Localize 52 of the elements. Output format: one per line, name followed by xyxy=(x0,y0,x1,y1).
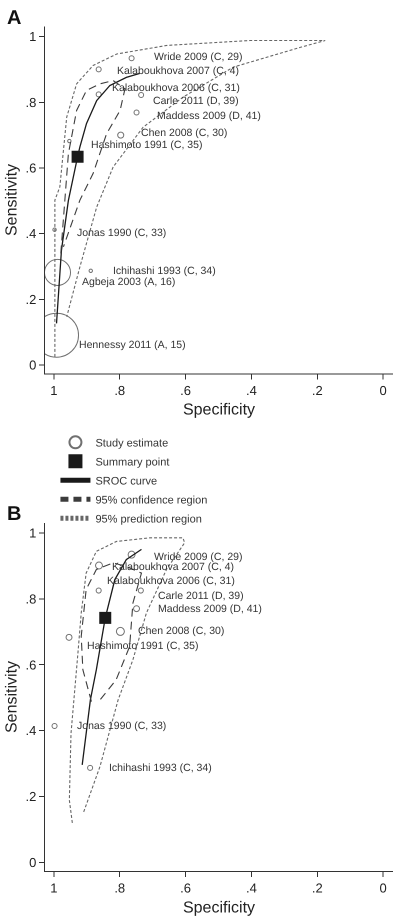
annotation: Agbeja 2003 (A, 16) xyxy=(82,276,176,288)
annotation: Wride 2009 (C, 29) xyxy=(154,51,243,63)
annotation: Maddess 2009 (D, 41) xyxy=(158,603,262,615)
x-tick-label: .6 xyxy=(180,880,191,896)
annotation: Ichihashi 1993 (C, 34) xyxy=(109,762,212,774)
y-tick-label: .4 xyxy=(26,723,36,738)
x-tick-label: 0 xyxy=(380,382,387,398)
x-tick-label: 1 xyxy=(50,880,58,896)
x-axis-title: Specificity xyxy=(182,402,256,419)
y-tick-label: .4 xyxy=(26,226,36,242)
x-tick-label: .2 xyxy=(312,880,323,896)
x-tick-label: .8 xyxy=(114,382,126,398)
x-tick-label: .4 xyxy=(246,382,257,398)
annotation: Chen 2008 (C, 30) xyxy=(141,127,228,139)
y-axis-title: Sensitivity xyxy=(3,164,20,236)
annotation: Maddess 2009 (D, 41) xyxy=(157,110,261,122)
legend-label: 95% confidence region xyxy=(95,494,208,507)
annotation: Jonas 1990 (C, 33) xyxy=(77,227,166,239)
annotation: Carle 2011 (D, 39) xyxy=(153,95,239,107)
x-tick-label: .2 xyxy=(312,382,323,398)
y-tick-label: .6 xyxy=(26,160,36,176)
x-tick-label: .8 xyxy=(114,880,126,896)
annotation: Chen 2008 (C, 30) xyxy=(138,625,224,637)
x-tick-label: .4 xyxy=(246,880,257,896)
line-series xyxy=(54,40,326,358)
y-tick-label: 1 xyxy=(29,29,36,44)
x-tick-label: 1 xyxy=(50,382,58,398)
legend-label: SROC curve xyxy=(95,476,158,488)
legend-label: 95% prediction region xyxy=(95,514,202,526)
y-tick-label: .2 xyxy=(26,789,36,804)
legend-label: Summary point xyxy=(95,456,170,469)
y-tick-label: 1 xyxy=(29,525,36,540)
annotation: Hennessy 2011 (A, 15) xyxy=(79,339,186,351)
chart-title: A xyxy=(7,7,22,29)
legend-label: Study estimate xyxy=(95,438,168,450)
annotation: Kalaboukhova 2007 (C, 4) xyxy=(117,65,239,77)
annotation: Ichihashi 1993 (C, 34) xyxy=(113,265,216,277)
annotation: Carle 2011 (D, 39) xyxy=(158,590,244,602)
annotation: Kalaboukhova 2006 (C, 31) xyxy=(112,82,240,94)
chart-title: B xyxy=(7,503,22,525)
y-tick-label: .8 xyxy=(26,591,36,606)
annotation: Wride 2009 (C, 29) xyxy=(154,551,243,563)
annotation: Hashimoto 1991 (C, 35) xyxy=(91,139,202,151)
y-tick-label: 0 xyxy=(29,358,36,373)
y-tick-label: .2 xyxy=(26,292,36,307)
y-axis-title: Sensitivity xyxy=(3,660,20,734)
y-tick-label: 0 xyxy=(29,854,36,870)
x-tick-label: 0 xyxy=(380,880,387,896)
x-tick-label: .6 xyxy=(180,382,191,398)
x-axis-title: Specificity xyxy=(182,899,256,916)
y-tick-label: .6 xyxy=(26,657,36,672)
y-tick-label: .8 xyxy=(26,94,36,110)
